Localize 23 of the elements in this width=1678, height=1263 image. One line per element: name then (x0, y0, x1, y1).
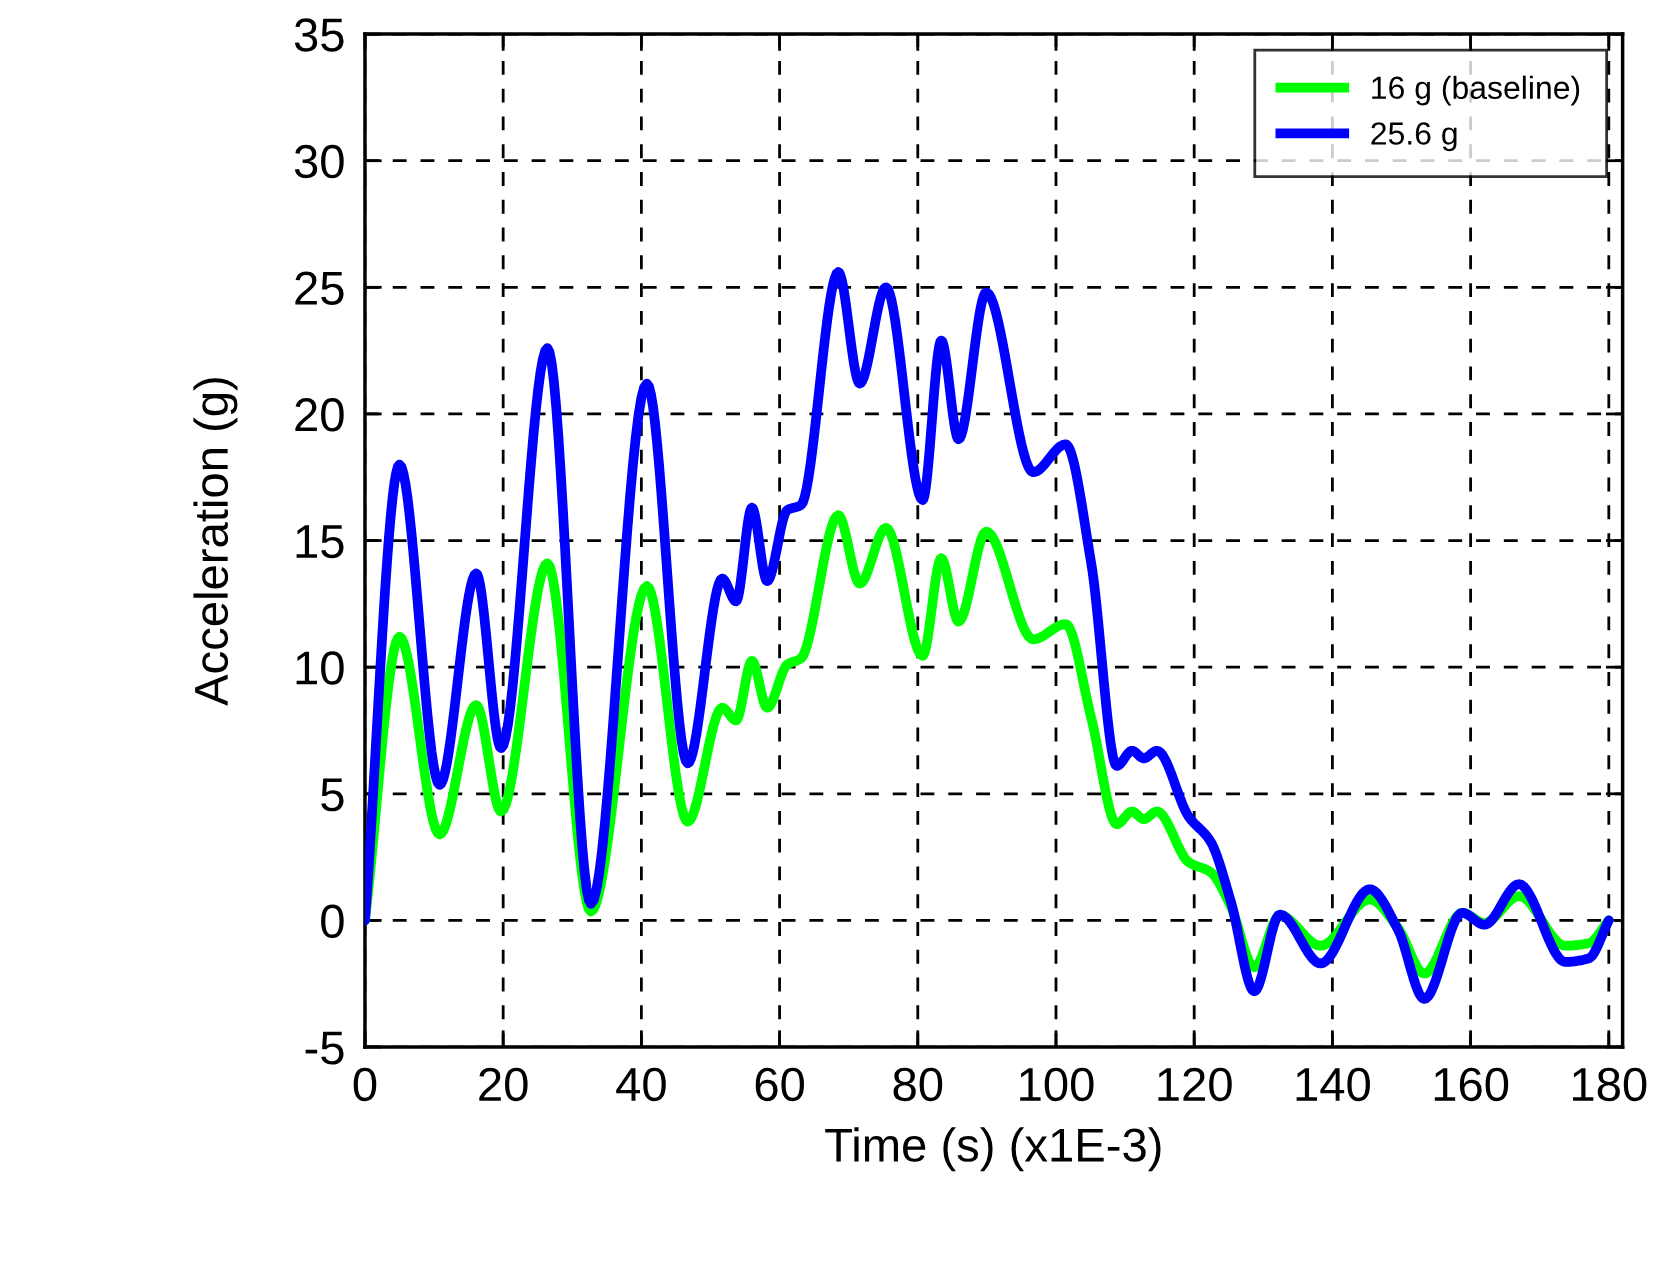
y-tick-label: 0 (321, 904, 344, 938)
legend-label: 16 g (baseline) (1372, 75, 1580, 106)
y-tick-label: 30 (294, 144, 344, 179)
y-tick-label: 35 (294, 18, 344, 52)
x-tick-label: 80 (893, 1067, 943, 1102)
y-tick-label: 25 (295, 271, 344, 305)
y-tick-label: -5 (305, 1031, 344, 1065)
x-tick-label: 180 (1573, 1067, 1647, 1102)
y-tick-label: 10 (296, 651, 344, 685)
x-tick-label: 20 (479, 1067, 528, 1102)
x-tick-label: 100 (1020, 1067, 1094, 1102)
x-axis-title: Time (s) (x1E-3) (825, 1127, 1161, 1172)
x-tick-label: 40 (616, 1067, 666, 1102)
y-axis-title: Acceleration (g) (193, 378, 238, 706)
x-tick-label: 60 (755, 1067, 804, 1102)
x-tick-label: 0 (353, 1067, 377, 1102)
x-tick-label: 140 (1296, 1067, 1370, 1102)
y-tick-label: 5 (321, 778, 344, 812)
y-tick-label: 15 (296, 525, 344, 559)
y-tick-label: 20 (295, 398, 344, 432)
x-tick-label: 160 (1434, 1067, 1509, 1102)
legend-label: 25.6 g (1371, 122, 1457, 152)
x-tick-label: 120 (1158, 1067, 1232, 1102)
